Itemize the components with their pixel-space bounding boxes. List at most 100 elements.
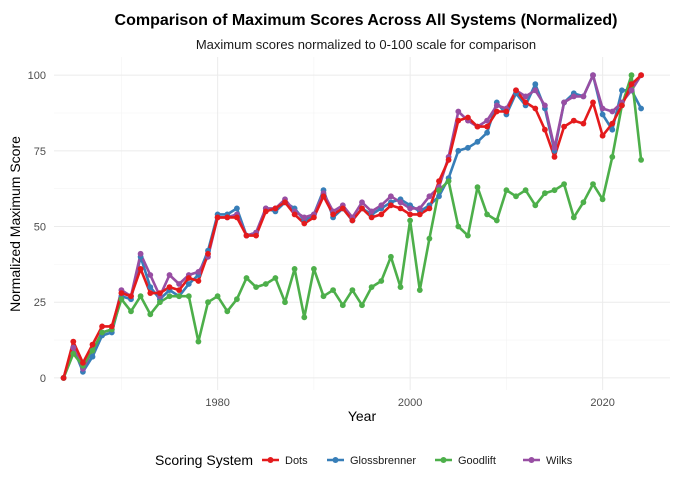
data-point-wilks: [166, 272, 173, 278]
data-point-dots: [320, 193, 327, 200]
data-point-goodlift: [599, 196, 606, 203]
data-point-goodlift: [195, 338, 202, 345]
data-point-goodlift: [311, 266, 317, 272]
data-point-dots: [388, 202, 394, 209]
data-point-goodlift: [118, 296, 125, 303]
legend: Scoring System Dots Glossbrenner Goodlift W…: [155, 452, 573, 468]
data-point-goodlift: [407, 217, 413, 224]
data-point-dots: [137, 266, 144, 272]
data-point-goodlift: [638, 157, 644, 163]
data-point-goodlift: [253, 284, 259, 290]
data-point-wilks: [609, 108, 616, 115]
data-point-glossbrenner: [599, 111, 606, 118]
data-point-goodlift: [542, 190, 548, 197]
data-point-dots: [484, 123, 490, 130]
data-point-dots: [513, 87, 519, 94]
data-point-dots: [426, 205, 433, 212]
x-tick-label: 1980: [205, 397, 229, 409]
data-point-dots: [599, 132, 606, 139]
data-point-dots: [272, 205, 279, 212]
data-point-wilks: [551, 144, 558, 151]
data-point-goodlift: [99, 329, 105, 336]
data-point-dots: [397, 205, 404, 212]
data-point-dots: [253, 232, 259, 239]
x-axis-title: Year: [348, 408, 377, 424]
data-point-dots: [185, 275, 192, 281]
data-point-wilks: [590, 72, 596, 79]
data-point-dots: [89, 341, 96, 348]
data-point-dots: [80, 359, 86, 366]
data-point-goodlift: [89, 347, 96, 354]
data-point-goodlift: [532, 202, 539, 209]
legend-swatch-point: [528, 457, 535, 463]
data-point-goodlift: [445, 178, 452, 185]
data-point-wilks: [176, 281, 183, 287]
data-point-goodlift: [282, 299, 288, 306]
series-points-goodlift: [60, 72, 644, 381]
data-point-dots: [176, 287, 183, 293]
legend-swatch-point: [440, 457, 447, 463]
data-point-goodlift: [368, 284, 375, 290]
data-point-wilks: [522, 93, 529, 100]
data-point-dots: [493, 108, 500, 115]
data-point-glossbrenner: [638, 105, 644, 112]
data-point-goodlift: [243, 275, 250, 281]
chart-subtitle: Maximum scores normalized to 0-100 scale…: [196, 37, 536, 52]
data-point-goodlift: [388, 253, 394, 260]
legend-swatch-point: [267, 457, 274, 463]
data-point-dots: [436, 178, 442, 185]
data-point-goodlift: [301, 314, 308, 321]
data-point-goodlift: [590, 181, 596, 188]
data-point-dots: [291, 211, 298, 218]
data-point-dots: [243, 232, 250, 239]
data-point-goodlift: [484, 211, 490, 218]
data-point-dots: [108, 323, 115, 330]
data-point-wilks: [532, 87, 539, 94]
data-point-dots: [301, 220, 308, 227]
y-axis-title: Normalized Maximum Score: [7, 136, 23, 312]
data-point-dots: [282, 199, 288, 206]
data-point-goodlift: [397, 284, 404, 290]
data-point-goodlift: [320, 293, 327, 300]
data-point-wilks: [137, 250, 144, 257]
x-tick-label: 2000: [398, 397, 422, 409]
data-point-dots: [214, 214, 221, 221]
data-point-dots: [465, 114, 471, 121]
data-point-dots: [407, 211, 413, 218]
legend-items: Dots Glossbrenner Goodlift Wilks: [262, 455, 573, 467]
legend-label: Glossbrenner: [350, 455, 416, 467]
data-point-dots: [70, 338, 77, 345]
data-point-dots: [157, 290, 163, 296]
data-point-dots: [619, 102, 625, 109]
data-point-dots: [349, 217, 356, 224]
data-point-dots: [359, 205, 365, 212]
data-point-glossbrenner: [619, 87, 625, 94]
data-point-goodlift: [128, 308, 134, 315]
data-point-dots: [570, 117, 577, 124]
data-point-dots: [368, 214, 375, 221]
data-point-dots: [532, 105, 539, 112]
data-point-dots: [590, 99, 596, 106]
data-point-dots: [99, 323, 105, 330]
data-point-wilks: [359, 199, 365, 206]
data-point-wilks: [426, 193, 433, 200]
data-point-wilks: [561, 99, 567, 106]
series-points: [60, 72, 644, 381]
y-axis-ticks: 0 25 50 75 100: [28, 70, 46, 385]
data-point-dots: [580, 120, 587, 127]
data-point-wilks: [147, 272, 154, 278]
legend-title: Scoring System: [155, 452, 253, 468]
data-point-glossbrenner: [609, 126, 616, 133]
data-point-goodlift: [147, 311, 154, 318]
data-point-dots: [445, 157, 452, 163]
data-point-goodlift: [137, 293, 144, 300]
data-point-wilks: [70, 344, 77, 351]
data-point-wilks: [455, 108, 462, 115]
data-point-goodlift: [378, 278, 385, 284]
data-point-goodlift: [330, 287, 336, 293]
legend-item-glossbrenner: Glossbrenner: [327, 455, 416, 467]
data-point-wilks: [484, 117, 490, 124]
data-point-dots: [474, 123, 481, 130]
data-point-dots: [60, 375, 67, 381]
